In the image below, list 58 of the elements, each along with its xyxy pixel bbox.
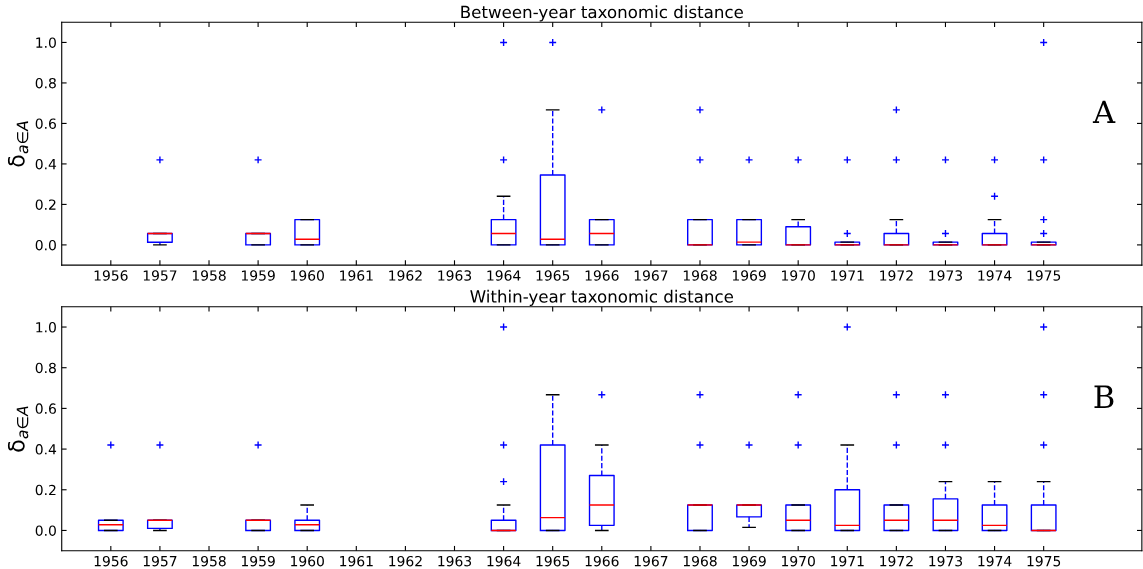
y-tick-label: 0.8 (35, 362, 56, 374)
x-tick-label: 1962 (389, 555, 422, 567)
x-tick-label: 1960 (291, 270, 324, 281)
x-tick-label: 1975 (1027, 555, 1061, 567)
x-tick-label: 1958 (192, 555, 226, 567)
x-tick-label: 1959 (241, 555, 275, 567)
x-tick-label: 1973 (929, 555, 963, 567)
x-tick-label: 1961 (340, 555, 373, 567)
x-tick-label: 1967 (634, 555, 668, 567)
x-tick-label: 1965 (536, 555, 570, 567)
y-tick-label: 0.0 (35, 525, 56, 536)
x-tick-label: 1971 (831, 555, 864, 567)
x-tick-label: 1974 (978, 270, 1012, 281)
x-tick-label: 1969 (732, 555, 766, 567)
y-axis-title: δ$_{a∈A}$ (7, 406, 29, 452)
x-tick-label: 1963 (438, 270, 472, 281)
y-tick-label: 1.0 (36, 37, 56, 48)
y-tick-label: 0.6 (35, 403, 56, 414)
x-tick-label: 1974 (978, 555, 1012, 567)
x-tick-label: 1957 (143, 555, 177, 567)
x-tick-label: 1964 (487, 270, 521, 281)
x-tick-label: 1959 (241, 270, 275, 281)
x-tick-label: 1968 (683, 270, 717, 281)
chart-title: Within-year taxonomic distance (470, 289, 734, 306)
x-tick-label: 1961 (340, 270, 373, 281)
text: A (1092, 100, 1116, 123)
y-tick-label: 0.2 (35, 199, 56, 210)
x-tick-label: 1956 (94, 555, 128, 567)
x-tick-label: 1962 (389, 270, 422, 281)
y-tick-label: 0.2 (35, 484, 56, 496)
x-tick-label: 1968 (683, 555, 717, 567)
x-tick-label: 1967 (634, 270, 668, 281)
x-tick-label: 1956 (94, 270, 128, 281)
y-tick-label: 0.4 (35, 444, 57, 455)
x-tick-label: 1973 (929, 270, 963, 281)
y-axis-title: δ$_{a∈A}$ (7, 121, 29, 167)
x-tick-label: 1958 (192, 270, 226, 281)
y-tick-label: 1.0 (36, 322, 56, 333)
x-tick-label: 1971 (831, 270, 864, 281)
y-tick-label: 0.6 (35, 118, 56, 129)
x-tick-label: 1966 (585, 555, 619, 567)
x-tick-label: 1960 (291, 555, 324, 567)
x-tick-label: 1963 (438, 555, 472, 567)
x-tick-label: 1972 (880, 555, 913, 567)
x-tick-label: 1970 (782, 555, 815, 567)
x-tick-label: 1975 (1027, 270, 1061, 281)
x-tick-label: 1970 (782, 270, 815, 281)
y-tick-label: 0.0 (35, 239, 56, 251)
x-tick-label: 1965 (536, 270, 570, 281)
x-tick-label: 1969 (732, 270, 766, 281)
chart-title: Between-year taxonomic distance (461, 5, 743, 22)
y-tick-label: 0.8 (35, 77, 56, 89)
text: B (1094, 385, 1114, 408)
x-tick-label: 1964 (487, 555, 521, 567)
x-tick-label: 1966 (585, 270, 619, 281)
x-tick-label: 1957 (143, 270, 177, 281)
x-tick-label: 1972 (880, 270, 913, 281)
y-tick-label: 0.4 (35, 158, 57, 170)
